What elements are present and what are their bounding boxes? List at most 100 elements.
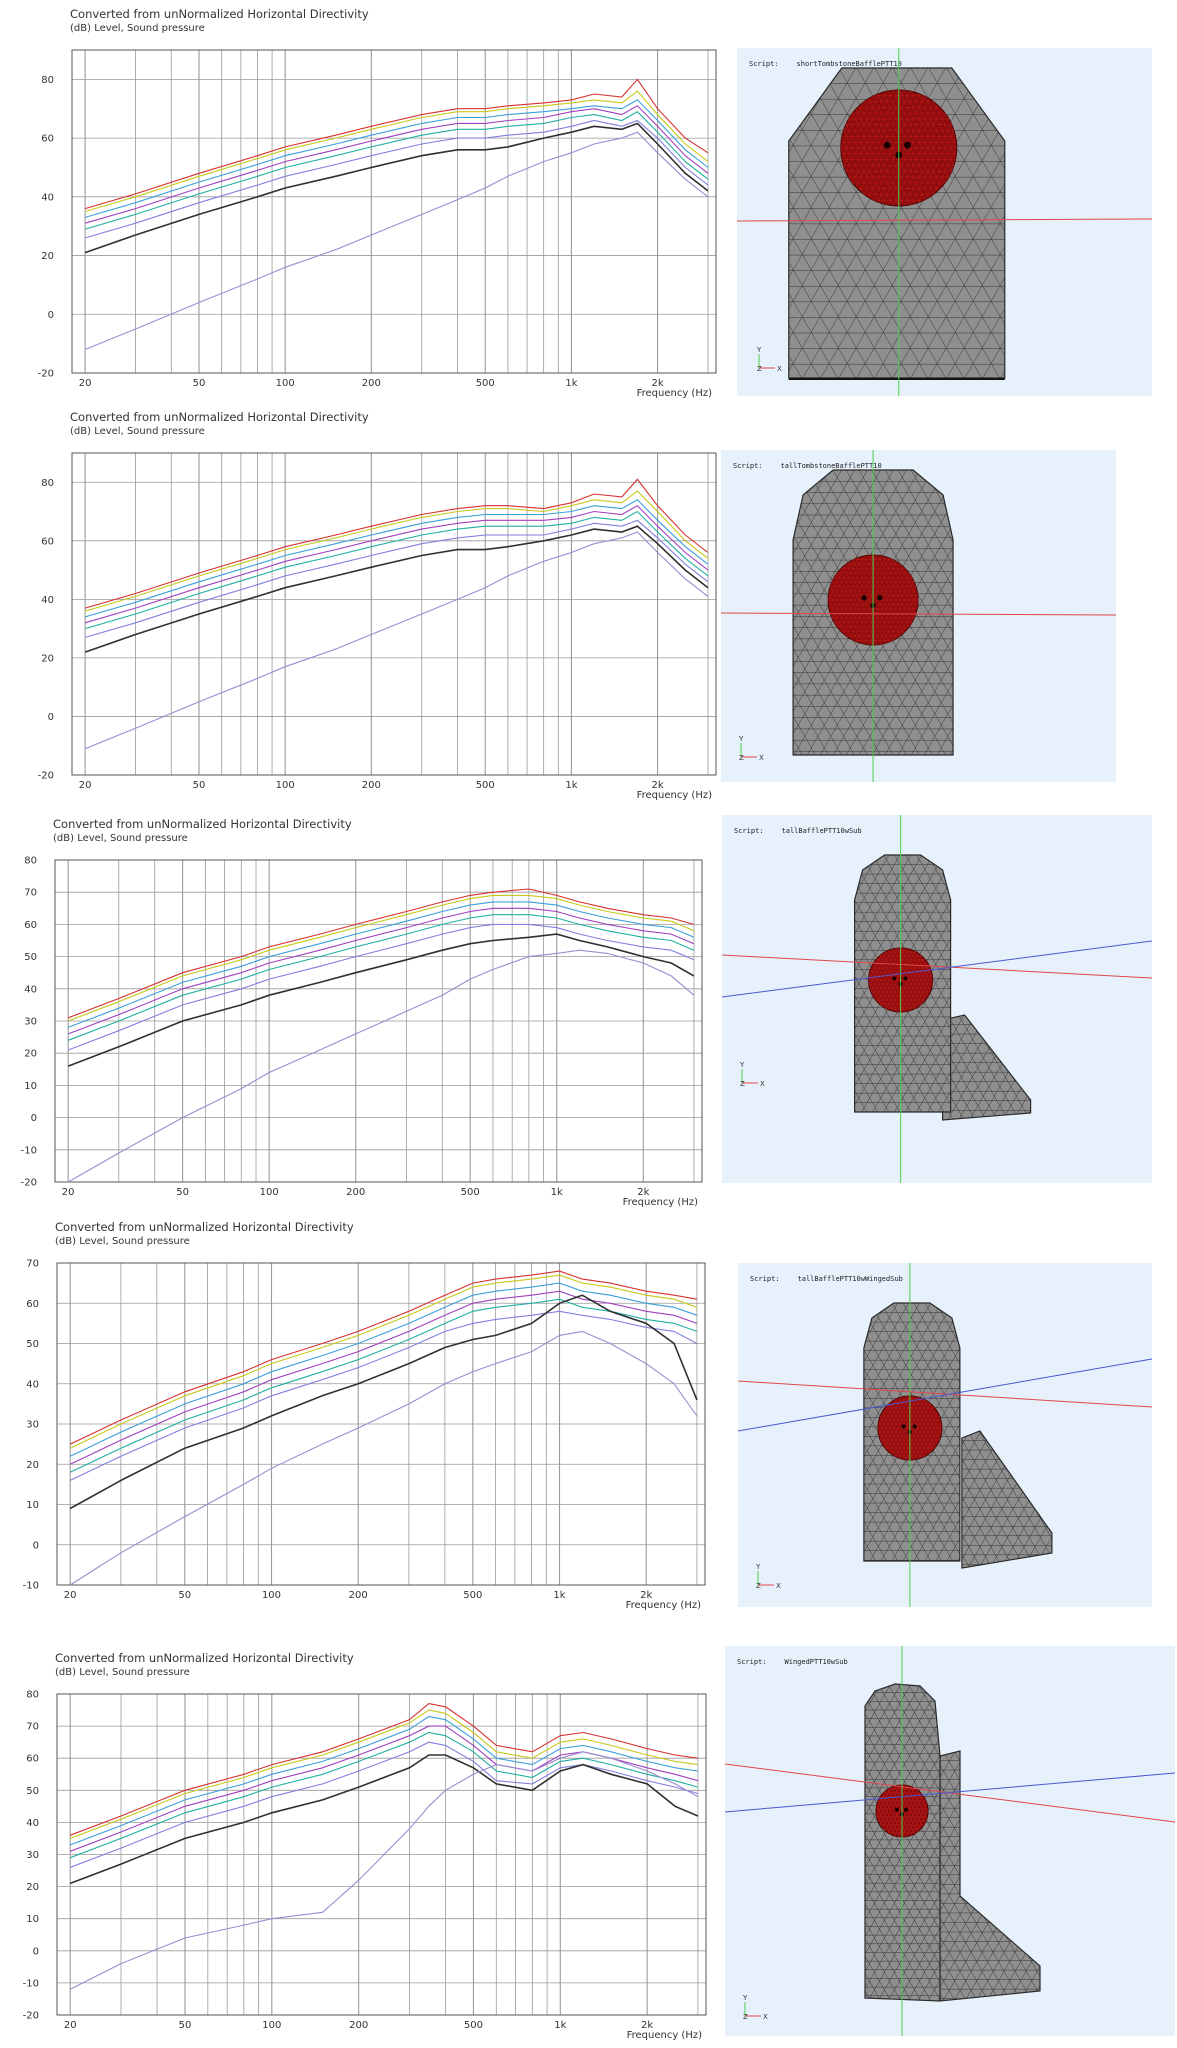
x-tick-label: 500 [464, 2020, 483, 2031]
x-axis-label: Frequency (Hz) [626, 1600, 702, 1611]
mesh-view-1[interactable]: Script: shortTombstoneBafflePTT10 Y Z X [737, 48, 1152, 396]
mesh-canvas: Y Z X [722, 815, 1152, 1183]
chart-title: Converted from unNormalized Horizontal D… [70, 7, 369, 21]
series-line [84, 122, 709, 254]
gizmo-z-label: Z [756, 1582, 761, 1590]
z-axis-line [738, 1358, 1152, 1432]
x-tick-label: 1k [554, 2020, 566, 2031]
series-line [68, 914, 695, 1041]
y-tick-label: 10 [26, 1500, 39, 1511]
series-line [68, 907, 695, 1035]
y-tick-label: 20 [41, 653, 54, 664]
plot-frame [71, 49, 717, 374]
gizmo-y-label: Y [739, 1061, 745, 1069]
y-tick-label: 0 [48, 310, 54, 321]
panel-4: Converted from unNormalized Horizontal D… [0, 1215, 1177, 1620]
x-axis-line [721, 612, 1116, 616]
x-tick-label: 200 [362, 780, 381, 791]
series-line [84, 131, 709, 351]
chart-5: Converted from unNormalized Horizontal D… [23, 1651, 707, 2041]
chart-subtitle: (dB) Level, Sound pressure [55, 1667, 190, 1678]
x-axis-line [738, 1380, 1152, 1408]
series-line [84, 499, 709, 618]
gizmo-y-label: Y [738, 735, 744, 743]
script-name: shortTombstoneBafflePTT10 [796, 60, 902, 68]
series-line [70, 1731, 699, 1859]
x-tick-label: 20 [62, 1187, 75, 1198]
script-name: WingedPTT10wSub [784, 1658, 848, 1666]
x-tick-label: 100 [260, 1187, 279, 1198]
gizmo-y-label: Y [742, 1994, 748, 2002]
series-line [84, 505, 709, 624]
gizmo-y-label: Y [756, 346, 762, 354]
chart-title: Converted from unNormalized Horizontal D… [53, 817, 352, 831]
axis-gizmo: Y Z X [742, 1994, 768, 2021]
axis-gizmo: Y Z X [739, 1061, 765, 1088]
chart-subtitle: (dB) Level, Sound pressure [53, 833, 188, 844]
x-tick-label: 50 [193, 780, 206, 791]
series-line [69, 1330, 698, 1586]
mesh-edges [788, 68, 1005, 378]
series-line [69, 1270, 697, 1445]
y-tick-label: 10 [26, 1914, 39, 1925]
axis-gizmo: Y Z X [755, 1563, 781, 1590]
mesh-view-5[interactable]: Script: WingedPTT10wSub Y Z X [725, 1646, 1175, 2036]
y-tick-label: 0 [33, 1540, 39, 1551]
x-tick-label: 100 [262, 1590, 281, 1601]
driver-center [901, 1424, 906, 1429]
series-line [68, 901, 695, 1028]
y-tick-label: -20 [21, 1178, 37, 1189]
mesh-view-2[interactable]: Script: tallTombstoneBafflePTT10 Y Z X [721, 450, 1116, 782]
x-tick-label: 500 [476, 378, 495, 389]
x-tick-label: 1k [565, 378, 577, 389]
series-line [70, 1715, 698, 1846]
x-tick-label: 100 [276, 780, 295, 791]
grid-vertical [84, 50, 709, 373]
y-tick-label: 50 [26, 1339, 39, 1350]
x-tick-label: 2k [651, 378, 663, 389]
series-line [84, 510, 709, 630]
y-tick-label: 30 [26, 1420, 39, 1431]
y-tick-label: 50 [24, 952, 37, 963]
series-line [69, 1274, 698, 1449]
series-line [84, 519, 709, 638]
plot-frame [56, 1262, 706, 1586]
x-axis-label: Frequency (Hz) [637, 388, 713, 399]
chart-title: Converted from unNormalized Horizontal D… [55, 1220, 354, 1234]
mesh-view-3[interactable]: Script: tallBafflePTT10wSub Y Z X [722, 815, 1152, 1183]
series-line [69, 1751, 699, 1990]
panel-2: Converted from unNormalized Horizontal D… [0, 405, 1177, 810]
grid-horizontal [57, 1693, 706, 2016]
y-tick-label: -20 [38, 771, 54, 782]
y-tick-label: 30 [26, 1850, 39, 1861]
y-tick-label: 70 [26, 1259, 39, 1270]
x-tick-label: 500 [463, 1590, 482, 1601]
y-tick-label: 10 [24, 1081, 37, 1092]
axis-gizmo: Y Z X [756, 346, 782, 373]
x-tick-label: 50 [176, 1187, 189, 1198]
x-axis-label: Frequency (Hz) [637, 790, 713, 801]
series-line [69, 1294, 698, 1510]
script-prefix: Script: [733, 462, 763, 470]
y-tick-label: -20 [23, 2011, 39, 2022]
plot-frame [54, 859, 703, 1183]
mesh-view-4[interactable]: Script: tallBafflePTT10wWingedSub Y Z X [738, 1263, 1152, 1607]
z-axis-line [725, 1772, 1175, 1813]
script-name: tallBafflePTT10wWingedSub [797, 1275, 903, 1283]
driver-center [912, 1424, 917, 1429]
series-line [84, 78, 709, 210]
script-name: tallTombstoneBafflePTT10 [780, 462, 882, 470]
x-tick-label: 20 [64, 1590, 77, 1601]
y-tick-label: 80 [26, 1690, 39, 1701]
y-tick-label: 80 [41, 75, 54, 86]
script-prefix: Script: [737, 1658, 767, 1666]
chart-title: Converted from unNormalized Horizontal D… [70, 410, 369, 424]
series-line [84, 490, 709, 612]
mesh-canvas: Y Z X [737, 48, 1152, 396]
panel-1: Converted from unNormalized Horizontal D… [0, 0, 1177, 405]
x-tick-label: 2k [640, 1590, 652, 1601]
gizmo-z-label: Z [739, 754, 744, 762]
series-line [84, 90, 709, 213]
y-tick-label: 60 [41, 134, 54, 145]
chart-subtitle: (dB) Level, Sound pressure [70, 426, 205, 437]
